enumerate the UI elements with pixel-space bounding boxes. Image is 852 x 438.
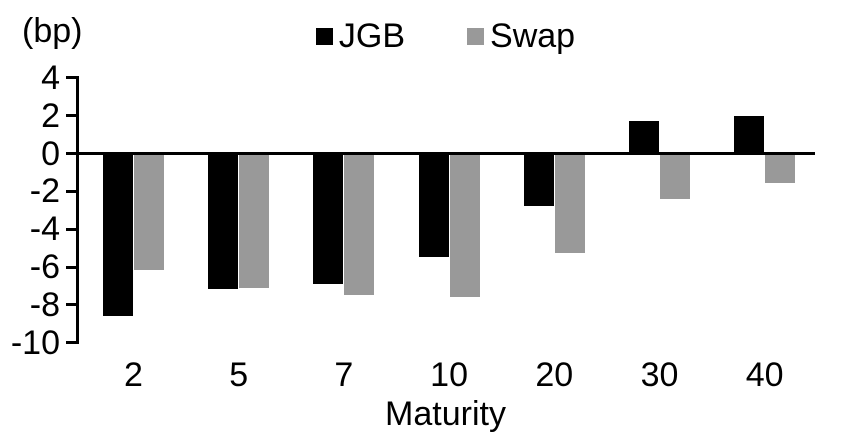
y-tick-label: -4 xyxy=(29,210,60,249)
bar-jgb-5 xyxy=(208,155,239,290)
bar-swap-2 xyxy=(134,155,164,271)
bar-jgb-7 xyxy=(313,155,344,284)
x-tick-label: 40 xyxy=(745,356,784,394)
y-axis-line xyxy=(76,76,79,345)
x-tick-label: 10 xyxy=(430,356,468,394)
legend-label-swap: Swap xyxy=(490,17,576,55)
y-tick-mark xyxy=(66,265,76,269)
legend-item-swap: Swap xyxy=(467,16,575,56)
legend-label-jgb: JGB xyxy=(338,17,406,55)
x-axis-title: Maturity xyxy=(385,395,506,433)
bar-jgb-10 xyxy=(418,155,449,258)
y-tick-mark xyxy=(66,76,76,80)
y-tick-label: 0 xyxy=(41,134,60,173)
zero-baseline xyxy=(76,152,815,155)
legend: JGB Swap xyxy=(76,14,815,58)
y-tick-mark xyxy=(66,227,76,231)
y-tick-label: -10 xyxy=(10,323,60,362)
x-tick-label: 7 xyxy=(334,356,354,394)
legend-swatch-swap xyxy=(467,27,485,45)
bar-jgb-30 xyxy=(629,121,659,154)
bar-swap-30 xyxy=(660,155,690,199)
y-tick-mark xyxy=(66,152,76,155)
y-tick-mark xyxy=(66,303,76,307)
x-tick-label: 30 xyxy=(640,356,679,394)
bar-swap-7 xyxy=(344,155,375,296)
bar-jgb-20 xyxy=(523,155,554,207)
x-tick-label: 20 xyxy=(535,356,574,394)
legend-swatch-jgb xyxy=(315,27,333,45)
y-tick-mark xyxy=(66,114,76,118)
x-tick-label: 2 xyxy=(124,356,143,394)
y-axis-unit-label: (bp) xyxy=(22,12,83,50)
y-tick-label: 2 xyxy=(41,96,60,135)
bar-swap-20 xyxy=(554,155,585,254)
bar-jgb-2 xyxy=(103,155,133,316)
bar-swap-5 xyxy=(239,155,270,288)
bar-jgb-40 xyxy=(734,115,765,154)
x-tick-label: 5 xyxy=(229,356,249,394)
legend-item-jgb: JGB xyxy=(315,16,406,56)
y-tick-label: -8 xyxy=(29,285,60,324)
bar-swap-40 xyxy=(765,155,796,184)
y-tick-label: 4 xyxy=(41,58,60,97)
y-tick-mark xyxy=(66,341,76,345)
y-tick-label: -2 xyxy=(29,172,60,211)
bar-swap-10 xyxy=(449,155,480,297)
y-tick-label: -6 xyxy=(29,248,60,287)
y-tick-mark xyxy=(66,189,76,193)
